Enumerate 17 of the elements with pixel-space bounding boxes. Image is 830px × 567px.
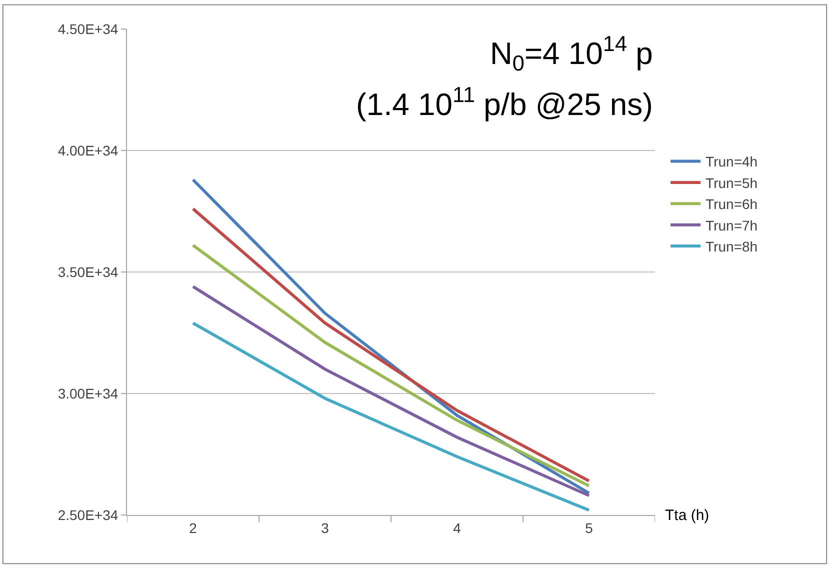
y-tick-label: 3.00E+34 bbox=[58, 385, 118, 402]
annotation: N$_{0}$=4 10$^{14}$ p bbox=[490, 31, 653, 76]
x-tick-label: 4 bbox=[453, 520, 462, 536]
y-tick-label: 4.50E+34 bbox=[58, 20, 118, 37]
x-axis-title: Tta (h) bbox=[665, 507, 710, 524]
annotation: (1.4 10$^{11}$ p/b @25 ns) bbox=[356, 82, 653, 122]
legend-label: Trun=6h bbox=[706, 196, 758, 212]
x-tick-label: 3 bbox=[321, 520, 330, 536]
y-tick-label: 4.00E+34 bbox=[58, 142, 118, 158]
y-tick-label: 3.50E+34 bbox=[58, 264, 118, 280]
x-tick-label: 5 bbox=[585, 520, 594, 536]
legend-label: Trun=8h bbox=[706, 238, 758, 254]
legend-label: Trun=7h bbox=[706, 217, 758, 234]
y-tick-label: 2.50E+34 bbox=[58, 506, 118, 523]
x-tick-label: 2 bbox=[189, 520, 198, 536]
legend-label: Trun=5h bbox=[706, 174, 758, 191]
legend-label: Trun=4h bbox=[706, 154, 758, 170]
